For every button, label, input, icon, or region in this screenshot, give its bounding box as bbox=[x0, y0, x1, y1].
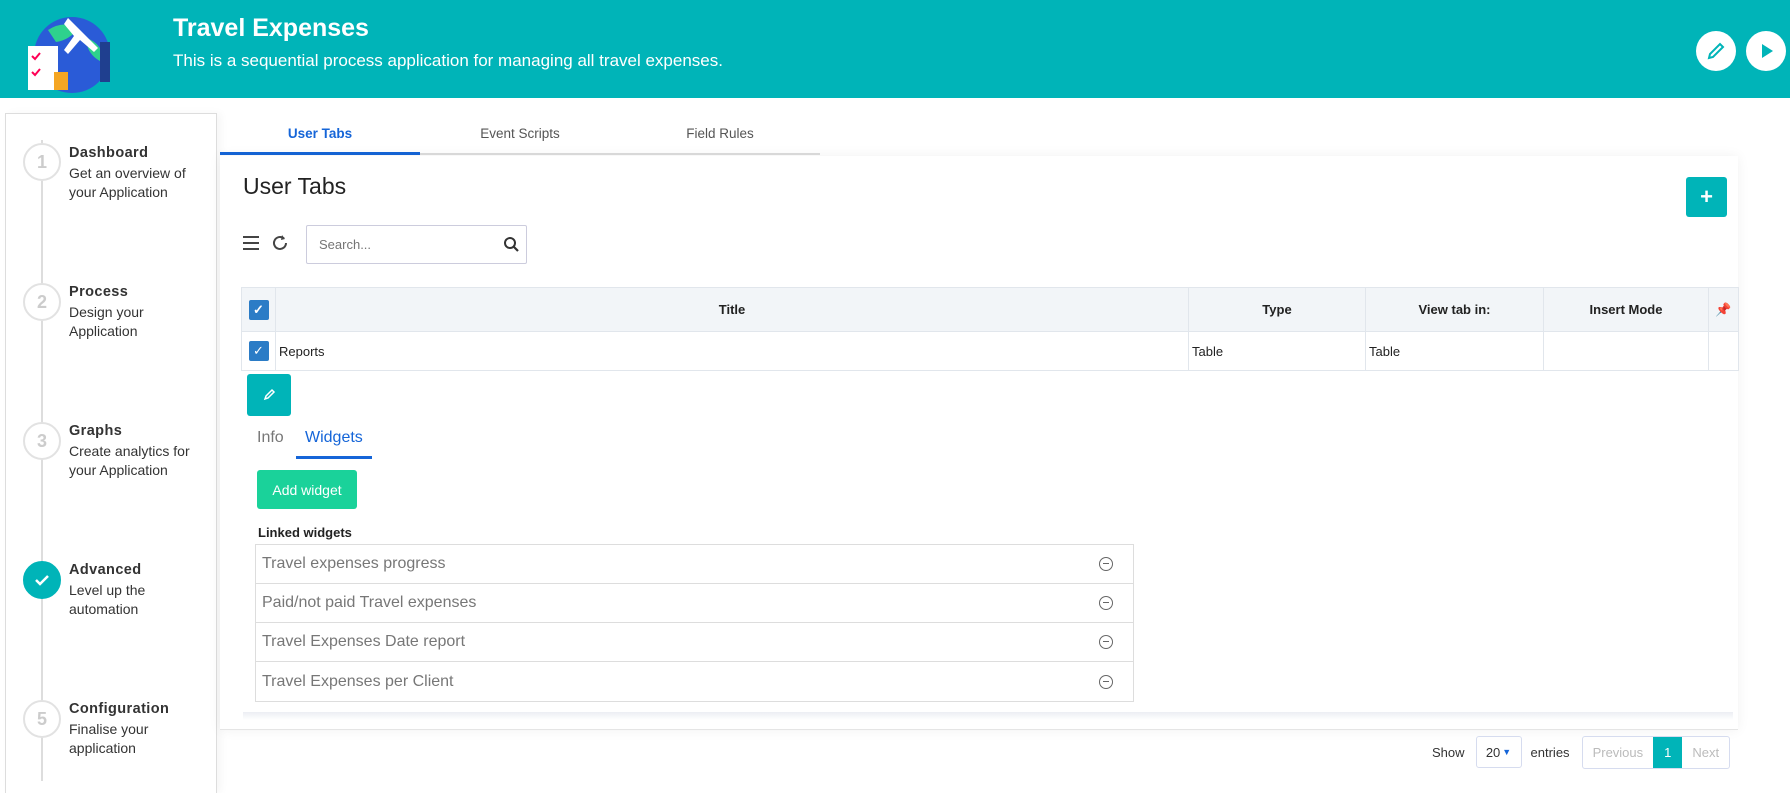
cell-type: Table bbox=[1188, 331, 1366, 371]
col-type[interactable]: Type bbox=[1188, 287, 1366, 332]
previous-button[interactable]: Previous bbox=[1592, 744, 1644, 760]
cell-pin bbox=[1708, 331, 1739, 371]
add-user-tab-button[interactable]: + bbox=[1686, 177, 1727, 217]
run-app-button[interactable] bbox=[1746, 31, 1786, 71]
step-description: Get an overview of your Application bbox=[69, 164, 186, 201]
remove-circle-icon[interactable] bbox=[1099, 674, 1113, 689]
edit-app-button[interactable] bbox=[1696, 31, 1736, 71]
widget-name: Travel Expenses Date report bbox=[262, 633, 466, 650]
step-title: Configuration bbox=[69, 701, 170, 717]
table-header-row: ✓ Title Type View tab in: Insert Mode 📌 bbox=[241, 287, 1739, 332]
step-title: Process bbox=[69, 284, 129, 300]
list-item: Travel Expenses Date report bbox=[256, 623, 1133, 662]
remove-circle-icon[interactable] bbox=[1099, 635, 1113, 649]
next-button[interactable]: Next bbox=[1692, 744, 1720, 760]
step-title: Graphs bbox=[69, 423, 123, 439]
page-title: User Tabs bbox=[243, 173, 347, 199]
list-item: Paid/not paid Travel expenses bbox=[256, 584, 1133, 623]
step-graphs[interactable]: Graphs Create analytics for your Applicat… bbox=[69, 422, 209, 481]
table-row[interactable]: ✓ Reports Table Table bbox=[241, 331, 1739, 371]
cell-insert-mode bbox=[1543, 331, 1709, 371]
search-input[interactable] bbox=[306, 225, 527, 264]
app-title: Travel Expenses bbox=[173, 14, 369, 42]
cell-title: Reports bbox=[275, 331, 1189, 371]
app-subtitle: This is a sequential process application… bbox=[173, 51, 723, 70]
step-dashboard[interactable]: Dashboard Get an overview of your Applica… bbox=[69, 144, 209, 203]
user-tabs-table: ✓ Title Type View tab in: Insert Mode 📌 … bbox=[241, 287, 1739, 371]
step-5-circle[interactable]: 5 bbox=[23, 700, 61, 738]
play-icon bbox=[1762, 44, 1773, 58]
travel-logo-illustration bbox=[28, 17, 110, 93]
remove-circle-icon[interactable] bbox=[1099, 557, 1113, 571]
widget-name: Travel expenses progress bbox=[262, 555, 446, 572]
pagination-bar: Show 20 ▼ entries Previous 1 Next bbox=[1432, 735, 1731, 769]
chevron-down-icon: ▼ bbox=[1502, 747, 1512, 757]
step-description: Level up the automation bbox=[69, 581, 146, 618]
subtab-info[interactable]: Info bbox=[257, 429, 284, 446]
tab-user-tabs[interactable]: User Tabs bbox=[220, 113, 420, 155]
subtab-widgets[interactable]: Widgets bbox=[296, 425, 372, 459]
list-item: Travel Expenses per Client bbox=[256, 662, 1133, 701]
col-title[interactable]: Title bbox=[275, 287, 1189, 332]
widget-name: Paid/not paid Travel expenses bbox=[262, 594, 477, 611]
refresh-icon[interactable] bbox=[270, 233, 290, 253]
pin-icon[interactable]: 📌 bbox=[1708, 287, 1739, 332]
step-description: Design your Application bbox=[69, 303, 144, 340]
step-configuration[interactable]: Configuration Finalise your application bbox=[69, 700, 209, 759]
pencil-icon bbox=[1707, 42, 1725, 60]
widget-name: Travel Expenses per Client bbox=[262, 672, 454, 690]
step-description: Create analytics for your Application bbox=[69, 442, 190, 479]
edit-row-button[interactable] bbox=[247, 374, 291, 416]
step-title: Advanced bbox=[69, 562, 142, 578]
col-view-tab-in[interactable]: View tab in: bbox=[1365, 287, 1544, 332]
tab-event-scripts[interactable]: Event Scripts bbox=[420, 113, 620, 155]
tab-field-rules[interactable]: Field Rules bbox=[620, 113, 820, 155]
app-header: Travel Expenses This is a sequential pro… bbox=[0, 0, 1790, 98]
horizontal-scrollbar[interactable] bbox=[243, 712, 1733, 720]
step-4-check-icon[interactable] bbox=[23, 561, 61, 599]
select-all-checkbox[interactable]: ✓ bbox=[241, 287, 276, 332]
linked-widgets-label: Linked widgets bbox=[258, 525, 352, 540]
remove-circle-icon[interactable] bbox=[1099, 596, 1113, 610]
show-label: Show bbox=[1432, 744, 1465, 760]
search-icon[interactable] bbox=[503, 236, 519, 252]
row-checkbox[interactable]: ✓ bbox=[241, 331, 276, 371]
entries-label: entries bbox=[1530, 744, 1570, 760]
pager: Previous 1 Next bbox=[1581, 735, 1731, 769]
step-process[interactable]: Process Design your Application bbox=[69, 283, 209, 342]
col-insert-mode[interactable]: Insert Mode bbox=[1543, 287, 1709, 332]
page-size-value: 20 bbox=[1485, 744, 1501, 760]
step-description: Finalise your application bbox=[69, 720, 149, 757]
list-item: Travel expenses progress bbox=[256, 545, 1133, 584]
add-widget-button[interactable]: Add widget bbox=[257, 470, 357, 509]
step-1-circle[interactable]: 1 bbox=[23, 143, 61, 181]
cell-view-tab-in: Table bbox=[1365, 331, 1544, 371]
steps-rail bbox=[41, 140, 43, 781]
pencil-icon bbox=[263, 388, 276, 401]
step-title: Dashboard bbox=[69, 145, 149, 161]
page-size-select[interactable]: 20 ▼ bbox=[1475, 736, 1522, 768]
step-2-circle[interactable]: 2 bbox=[23, 283, 61, 321]
linked-widgets-list: Travel expenses progress Paid/not paid T… bbox=[255, 544, 1134, 702]
step-advanced[interactable]: Advanced Level up the automation bbox=[69, 561, 209, 620]
page-1-button[interactable]: 1 bbox=[1653, 736, 1683, 768]
step-3-circle[interactable]: 3 bbox=[23, 422, 61, 460]
menu-icon[interactable] bbox=[242, 235, 260, 251]
